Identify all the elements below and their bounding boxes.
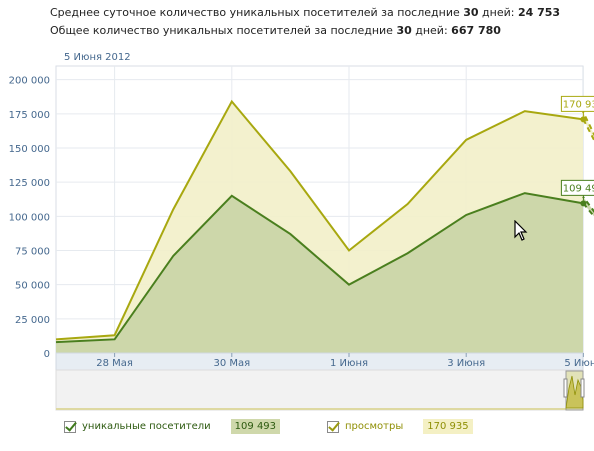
navigator-mini-area [565, 375, 584, 409]
series-areas [56, 101, 594, 353]
avg-visitors-stat: Среднее суточное количество уникальных п… [50, 6, 560, 19]
total-stat-value: 667 780 [451, 24, 501, 37]
legend-views-label: просмотры [345, 421, 404, 432]
navigator-selection[interactable] [563, 370, 585, 411]
y-tick-label: 100 000 [9, 212, 50, 223]
series-line-projected-views [582, 111, 594, 143]
y-tick-label: 50 000 [15, 281, 50, 292]
checkbox-views[interactable] [327, 420, 339, 433]
y-tick-label: 0 [44, 349, 50, 360]
legend-unique-visitors[interactable]: уникальные посетители 109 493 [64, 419, 281, 434]
y-tick-label: 175 000 [9, 110, 50, 121]
series-line-views [55, 99, 584, 341]
navigator-panel[interactable] [55, 369, 584, 411]
series-point-uniq[interactable] [580, 200, 587, 207]
x-tick-label: 28 Мая [96, 358, 133, 369]
chart-date-label: 5 Июня 2012 [64, 52, 131, 63]
legend-uniq-label: уникальные посетители [82, 421, 211, 432]
avg-stat-days: 30 [463, 6, 479, 19]
avg-stat-text: Среднее суточное количество уникальных п… [50, 6, 464, 19]
y-tick-label: 25 000 [15, 315, 50, 326]
callout-text-uniq: 109 493 [563, 183, 594, 194]
avg-stat-value: 24 753 [517, 6, 561, 19]
x-tick-label: 5 Июня [564, 358, 594, 369]
series-point-views[interactable] [580, 116, 587, 123]
series-area-uniq [56, 193, 594, 353]
avg-stat-mid: дней: [478, 6, 518, 19]
legend-views[interactable]: просмотры 170 935 [327, 419, 473, 434]
y-tick-label: 125 000 [9, 178, 50, 189]
y-tick-label: 75 000 [15, 247, 50, 258]
checkbox-unique-visitors[interactable] [64, 420, 76, 433]
value-callouts: 170 935 109 493 [560, 95, 594, 201]
y-axis-labels: 0 25 000 50 000 75 000 100 000 125 000 150 000… [9, 76, 50, 360]
series-lines [55, 99, 594, 344]
x-axis-labels: 28 Мая 30 Мая 1 Июня 3 Июня 5 Июня [96, 353, 594, 369]
x-tick-label: 1 Июня [330, 358, 368, 369]
x-axis-bar [55, 352, 584, 371]
total-visitors-stat: Общее количество уникальных посетителей … [50, 24, 501, 37]
y-tick-label: 200 000 [9, 76, 50, 87]
mouse-cursor-icon [514, 220, 528, 241]
total-stat-text: Общее количество уникальных посетителей … [50, 24, 397, 37]
legend-views-value: 170 935 [423, 419, 473, 434]
y-tick-label: 150 000 [9, 144, 50, 155]
navigator-handle-left[interactable] [563, 378, 568, 398]
legend-uniq-value: 109 493 [230, 419, 281, 434]
x-tick-label: 3 Июня [447, 358, 485, 369]
navigator-track-line [56, 408, 566, 410]
x-tick-label: 30 Мая [213, 358, 250, 369]
navigator-handle-right[interactable] [580, 378, 585, 398]
series-line-uniq [55, 192, 584, 344]
total-stat-days: 30 [396, 24, 412, 37]
callout-text-views: 170 935 [563, 99, 594, 110]
total-stat-mid: дней: [411, 24, 452, 37]
